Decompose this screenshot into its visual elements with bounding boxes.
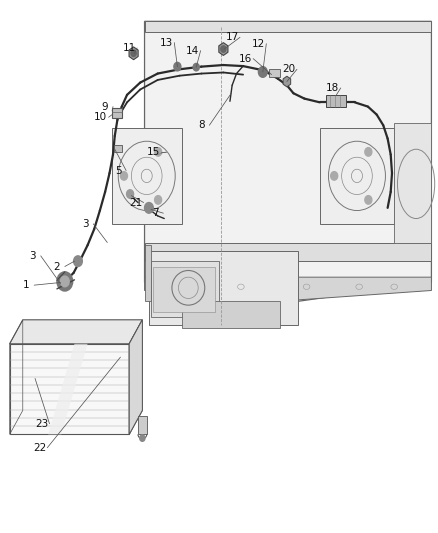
Polygon shape <box>48 344 88 434</box>
Polygon shape <box>145 21 431 32</box>
Polygon shape <box>145 243 431 261</box>
Polygon shape <box>326 95 346 107</box>
Polygon shape <box>114 145 122 152</box>
Polygon shape <box>182 301 280 328</box>
Polygon shape <box>219 43 228 55</box>
Circle shape <box>331 172 338 180</box>
Text: 13: 13 <box>160 38 173 47</box>
Circle shape <box>365 148 372 156</box>
Polygon shape <box>153 266 215 312</box>
Polygon shape <box>269 69 280 77</box>
Text: 11: 11 <box>123 43 136 53</box>
Circle shape <box>120 172 127 180</box>
Polygon shape <box>151 261 219 317</box>
Polygon shape <box>320 128 394 224</box>
Polygon shape <box>10 320 142 344</box>
Polygon shape <box>129 320 142 434</box>
Polygon shape <box>112 128 182 224</box>
Text: 21: 21 <box>129 198 142 207</box>
Circle shape <box>365 196 372 204</box>
Circle shape <box>57 272 73 291</box>
Polygon shape <box>283 76 291 87</box>
Text: 16: 16 <box>239 54 252 63</box>
Circle shape <box>155 148 162 156</box>
Polygon shape <box>129 47 138 60</box>
Circle shape <box>60 276 69 287</box>
Text: 14: 14 <box>186 46 199 55</box>
Text: 1: 1 <box>23 280 30 290</box>
Text: 23: 23 <box>35 419 48 429</box>
Polygon shape <box>10 344 129 434</box>
Text: 8: 8 <box>198 120 205 130</box>
Circle shape <box>74 256 82 266</box>
Text: 5: 5 <box>115 166 122 175</box>
Polygon shape <box>145 245 151 301</box>
Polygon shape <box>149 251 298 325</box>
Circle shape <box>258 67 267 77</box>
Polygon shape <box>129 320 142 434</box>
Text: 17: 17 <box>226 33 239 42</box>
Text: 22: 22 <box>33 443 46 453</box>
Circle shape <box>140 435 145 441</box>
Text: 18: 18 <box>326 83 339 93</box>
Circle shape <box>131 50 136 56</box>
Circle shape <box>145 203 153 213</box>
Text: 7: 7 <box>152 208 159 218</box>
Circle shape <box>221 46 226 52</box>
Text: 10: 10 <box>94 112 107 122</box>
Text: 2: 2 <box>53 262 60 271</box>
Circle shape <box>155 196 162 204</box>
Circle shape <box>127 190 134 198</box>
Text: 9: 9 <box>102 102 109 111</box>
Text: 3: 3 <box>29 251 36 261</box>
Text: 3: 3 <box>82 219 89 229</box>
Text: 12: 12 <box>252 39 265 49</box>
Polygon shape <box>394 123 431 243</box>
Text: 20: 20 <box>283 64 296 74</box>
Polygon shape <box>145 21 431 304</box>
Circle shape <box>174 62 181 71</box>
Text: 15: 15 <box>147 147 160 157</box>
Polygon shape <box>145 277 431 301</box>
Circle shape <box>193 63 199 71</box>
Polygon shape <box>112 108 122 118</box>
Polygon shape <box>138 416 147 434</box>
